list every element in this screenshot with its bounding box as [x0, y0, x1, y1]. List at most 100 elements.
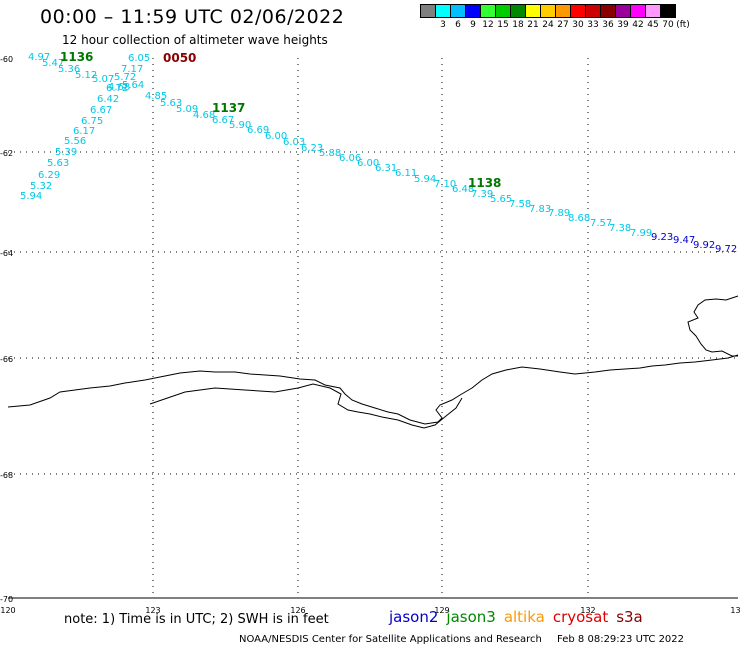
map-subtitle: 12 hour collection of altimeter wave hei…: [62, 33, 328, 47]
swh-label: 7.10: [434, 179, 456, 190]
color-scale-legend: 3 6 9 12 15 18 21 24 27 30 33 36 39 42 45 70 (ft): [420, 4, 690, 30]
credit-line: NOAA/NESDIS Center for Satellite Applica…: [239, 634, 684, 645]
satellite-legend: jason2 jason3 altika cryosat s3a: [389, 608, 651, 626]
swh-label: 7.83: [529, 204, 551, 215]
swh-label: 7.89: [548, 208, 570, 219]
swh-label: 9.47: [673, 235, 695, 246]
credit-timestamp: Feb 8 08:29:23 UTC 2022: [557, 634, 685, 645]
pass-time-label: 1138: [468, 176, 501, 190]
latitude-label: -64: [0, 249, 13, 258]
swh-label: 5.64: [122, 80, 144, 91]
swh-label: 5.65: [490, 194, 512, 205]
swh-label: 5.32: [30, 181, 52, 192]
latitude-label: -70: [0, 595, 13, 604]
swh-label: 5.12: [75, 70, 97, 81]
swh-label: 5.94: [414, 174, 436, 185]
swh-label: 5.88: [319, 148, 341, 159]
swh-label: 6.42: [97, 94, 119, 105]
coastline-east-island: [687, 295, 739, 357]
swh-label: 6.48: [452, 184, 474, 195]
swh-label: 5.63: [160, 98, 182, 109]
swh-label: 4.68: [193, 110, 215, 121]
scale-label: 21: [527, 20, 539, 30]
satellite-legend-item: jason2: [389, 608, 439, 626]
swh-label: 9.72: [715, 244, 737, 255]
pass-time-label: 1137: [212, 101, 245, 115]
antarctic-coastline: [7, 295, 739, 429]
swh-label: 7.39: [471, 189, 493, 200]
swh-label: 6.67: [90, 105, 112, 116]
map-title: 00:00 – 11:59 UTC 02/06/2022: [40, 6, 345, 28]
scale-label: 39: [617, 20, 629, 30]
swh-label: 4.85: [145, 91, 167, 102]
satellite-legend-item: altika: [503, 608, 545, 626]
swh-label: 5.47: [42, 58, 64, 69]
longitude-label: 135: [730, 606, 740, 615]
swh-label: 5.09: [176, 104, 198, 115]
swh-label: 6.29: [38, 170, 60, 181]
satellite-legend-item: cryosat: [552, 608, 609, 626]
swh-label: 5.39: [55, 147, 77, 158]
swh-label: 4.97: [28, 52, 50, 63]
footer-note: note: 1) Time is in UTC; 2) SWH is in fe…: [64, 612, 329, 627]
swh-label: 7.58: [509, 199, 531, 210]
satellite-legend-item: jason3: [446, 608, 496, 626]
swh-label: 6.05: [128, 53, 150, 64]
pass-time-label: 1136: [60, 50, 93, 64]
color-scale-swatches: [420, 4, 676, 18]
longitude-label: 129: [434, 606, 449, 615]
scale-label: 36: [602, 20, 614, 30]
swh-label: 5.63: [47, 158, 69, 169]
scale-swatch: [660, 4, 676, 18]
longitude-label: 126: [290, 606, 305, 615]
longitude-label: 132: [580, 606, 595, 615]
swh-label: 6.23: [301, 143, 323, 154]
latitude-label: -62: [0, 149, 13, 158]
swh-label: 7.38: [609, 223, 631, 234]
swh-label: 5.72: [114, 72, 136, 83]
swh-label: 6.31: [375, 163, 397, 174]
scale-label: 9: [470, 20, 476, 30]
scale-label: 12: [482, 20, 494, 30]
swh-label: 5.36: [58, 64, 80, 75]
scale-label: 6: [455, 20, 461, 30]
swh-label: 4.68: [108, 82, 130, 93]
swh-label: 7.99: [630, 228, 652, 239]
swh-label: 6.17: [73, 126, 95, 137]
swh-label: 6.00: [357, 158, 379, 169]
scale-label: 18: [512, 20, 524, 30]
satellite-legend-item: s3a: [616, 608, 643, 626]
swh-label: 5.56: [64, 136, 86, 147]
swh-label: 5.90: [229, 120, 251, 131]
swh-label: 9.23: [651, 232, 673, 243]
pass-time-label: 0050: [163, 51, 196, 65]
swh-label: 6.00: [265, 131, 287, 142]
coastline-ice-shelf: [149, 383, 463, 429]
scale-label: 45: [647, 20, 659, 30]
swh-label: 7.57: [590, 218, 612, 229]
swh-label: 7.17: [121, 64, 143, 75]
scale-label: 42: [632, 20, 644, 30]
scale-label: 24: [542, 20, 554, 30]
lat-lon-grid: -60 -62 -64 -66 -68 -70 120 123 126 129 132 135: [0, 55, 740, 615]
scale-label: 70: [662, 20, 674, 30]
swh-label: 5.94: [20, 191, 42, 202]
scale-label: 15: [497, 20, 509, 30]
swh-label: 6.72: [106, 83, 128, 94]
latitude-label: -68: [0, 471, 13, 480]
swh-label: 5.07: [92, 74, 114, 85]
scale-label: 33: [587, 20, 599, 30]
coastline-main: [7, 354, 739, 425]
latitude-label: -66: [0, 355, 13, 364]
scale-label: 30: [572, 20, 584, 30]
longitude-label: 120: [0, 606, 15, 615]
swh-label: 9.92: [693, 240, 715, 251]
swh-label: 6.03: [283, 137, 305, 148]
scale-label: 27: [557, 20, 569, 30]
color-scale-labels: 3 6 9 12 15 18 21 24 27 30 33 36 39 42 45 70 (ft): [420, 20, 740, 34]
wave-height-labels: 4.975.475.365.125.07 5.725.646.726.426.67…: [20, 50, 737, 255]
swh-label: 6.06: [339, 153, 361, 164]
latitude-label: -60: [0, 55, 13, 64]
swh-label: 6.11: [395, 168, 417, 179]
